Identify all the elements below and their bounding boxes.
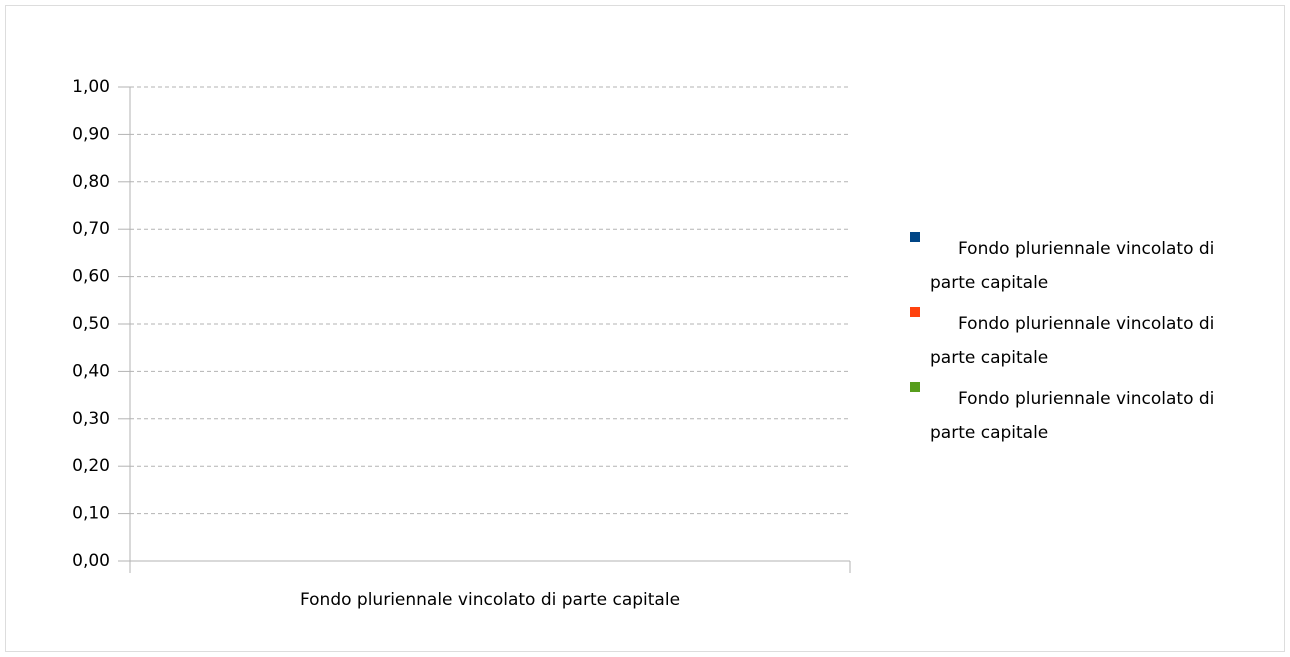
y-tick-label: 0,50: [72, 314, 110, 334]
y-tick-label: 0,00: [72, 551, 110, 571]
legend-label: Fondo pluriennale vincolato di parte cap…: [930, 314, 1215, 368]
legend-swatch: [910, 382, 920, 392]
legend-label: Fondo pluriennale vincolato di parte cap…: [930, 239, 1215, 293]
legend-label: Fondo pluriennale vincolato di parte cap…: [930, 389, 1215, 443]
y-tick-label: 0,60: [72, 267, 110, 287]
legend-swatch: [910, 232, 920, 242]
y-tick-label: 1,00: [72, 77, 110, 97]
y-tick-label: 0,20: [72, 456, 110, 476]
y-tick-label: 0,10: [72, 504, 110, 524]
legend-swatch: [910, 307, 920, 317]
y-tick-label: 0,70: [72, 219, 110, 239]
chart-border: [5, 5, 1285, 652]
y-tick-label: 0,30: [72, 409, 110, 429]
y-tick-label: 0,90: [72, 124, 110, 144]
x-tick-label: Fondo pluriennale vincolato di parte cap…: [300, 590, 680, 610]
y-tick-label: 0,80: [72, 172, 110, 192]
y-tick-label: 0,40: [72, 361, 110, 381]
